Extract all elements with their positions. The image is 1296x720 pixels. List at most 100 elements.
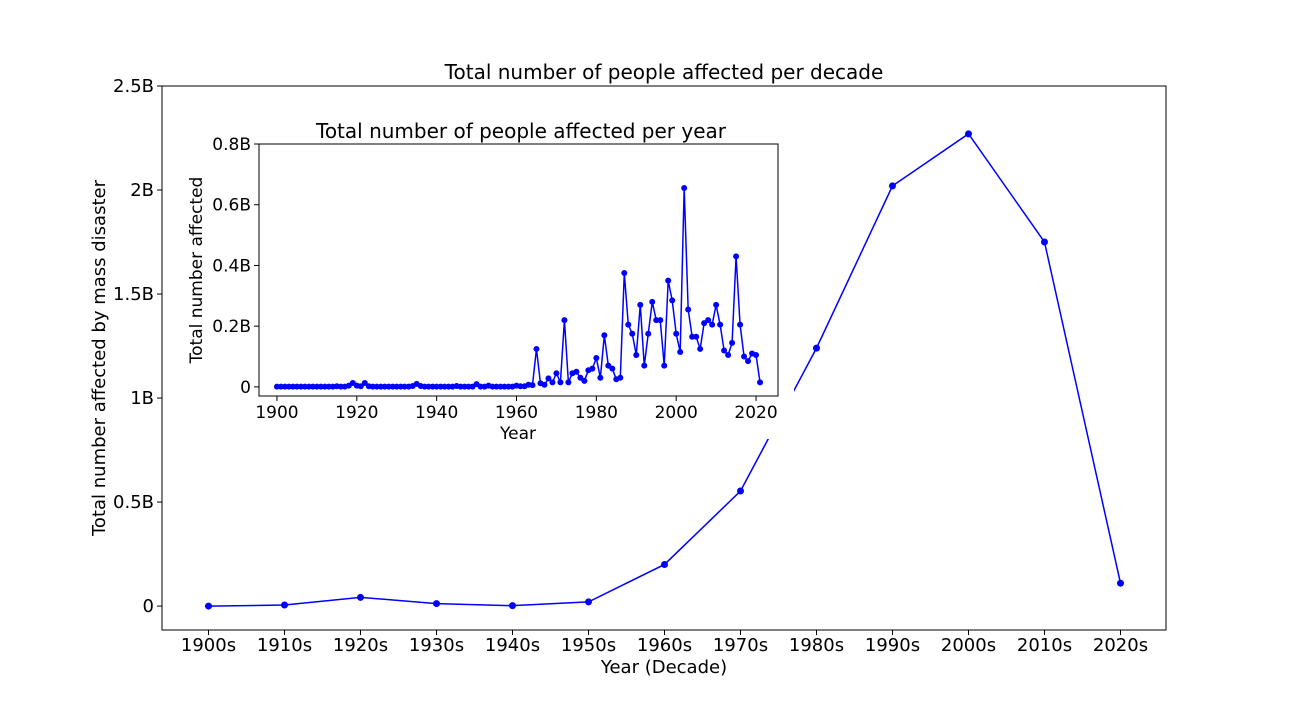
inset-x-ticks: 1900 1920 1940 1960 1980 2000 2020 bbox=[255, 396, 778, 423]
inset-data-point bbox=[529, 382, 536, 389]
inset-data-point bbox=[553, 370, 560, 377]
main-y-tick-label: 1.5B bbox=[113, 284, 154, 305]
main-data-point bbox=[585, 598, 592, 606]
main-chart-title: Total number of people affected per deca… bbox=[444, 60, 884, 84]
main-y-tick-label: 0 bbox=[143, 596, 154, 617]
inset-data-point bbox=[665, 277, 672, 284]
main-x-tick-label: 1960s bbox=[637, 635, 692, 656]
main-data-point bbox=[357, 593, 364, 601]
inset-data-point bbox=[681, 185, 688, 192]
main-data-point bbox=[965, 130, 972, 138]
inset-x-tick-label: 2020 bbox=[734, 403, 777, 423]
main-x-tick-label: 1970s bbox=[713, 635, 768, 656]
inset-data-point bbox=[557, 379, 564, 386]
inset-data-point bbox=[733, 253, 740, 260]
main-data-point bbox=[205, 602, 212, 610]
inset-data-point bbox=[573, 368, 580, 375]
main-x-tick-label: 1990s bbox=[865, 635, 920, 656]
main-data-point bbox=[433, 600, 440, 608]
inset-plot-area bbox=[258, 143, 779, 397]
main-data-point bbox=[281, 601, 288, 609]
inset-data-point bbox=[693, 333, 700, 340]
inset-x-tick-label: 1940 bbox=[415, 403, 458, 423]
inset-data-point bbox=[597, 374, 604, 381]
main-x-tick-label: 1940s bbox=[485, 635, 540, 656]
inset-series-points bbox=[273, 185, 764, 390]
inset-y-ticks: 0 0.2B 0.4B 0.6B 0.8B bbox=[212, 135, 259, 398]
inset-data-point bbox=[561, 317, 568, 324]
inset-data-point bbox=[625, 321, 632, 328]
inset-x-tick-label: 1980 bbox=[575, 403, 618, 423]
inset-data-point bbox=[545, 375, 552, 382]
main-x-tick-label: 2020s bbox=[1093, 635, 1148, 656]
inset-x-tick-label: 2000 bbox=[655, 403, 698, 423]
inset-x-tick-label: 1960 bbox=[495, 403, 538, 423]
main-data-point bbox=[1117, 579, 1124, 587]
inset-data-point bbox=[677, 348, 684, 355]
main-data-point bbox=[813, 344, 820, 352]
main-x-tick-label: 2000s bbox=[941, 635, 996, 656]
main-data-point bbox=[737, 487, 744, 495]
main-x-axis-label: Year (Decade) bbox=[600, 657, 727, 678]
main-x-tick-label: 1980s bbox=[789, 635, 844, 656]
inset-data-point bbox=[709, 321, 716, 328]
inset-data-point bbox=[617, 374, 624, 381]
inset-data-point bbox=[745, 358, 752, 365]
inset-y-tick-label: 0.8B bbox=[212, 135, 251, 155]
inset-data-point bbox=[629, 330, 636, 337]
inset-data-point bbox=[601, 332, 608, 339]
main-x-tick-label: 1900s bbox=[181, 635, 236, 656]
main-x-tick-label: 1920s bbox=[333, 635, 388, 656]
main-x-tick-label: 2010s bbox=[1017, 635, 1072, 656]
main-series-points bbox=[205, 130, 1124, 610]
inset-x-axis-label: Year bbox=[499, 424, 536, 444]
inset-data-point bbox=[757, 379, 764, 386]
inset-data-point bbox=[589, 365, 596, 372]
inset-chart-title: Total number of people affected per year bbox=[315, 119, 727, 143]
main-y-tick-label: 1B bbox=[130, 388, 154, 409]
main-x-ticks: 1900s 1910s 1920s 1930s 1940s 1950s 1960s 1970s… bbox=[181, 630, 1148, 656]
inset-data-point bbox=[641, 362, 648, 369]
inset-data-point bbox=[729, 339, 736, 346]
inset-data-point bbox=[565, 379, 572, 386]
inset-data-point bbox=[361, 379, 368, 386]
inset-data-point bbox=[697, 345, 704, 352]
inset-data-point bbox=[581, 377, 588, 384]
inset-data-point bbox=[705, 317, 712, 324]
inset-data-point bbox=[357, 383, 364, 390]
inset-y-tick-label: 0.2B bbox=[212, 317, 251, 337]
inset-data-point bbox=[621, 270, 628, 277]
inset-data-point bbox=[661, 362, 668, 369]
inset-x-tick-label: 1900 bbox=[255, 403, 298, 423]
inset-x-tick-label: 1920 bbox=[335, 403, 378, 423]
main-y-ticks: 0 0.5B 1B 1.5B 2B 2.5B bbox=[113, 76, 162, 617]
main-y-tick-label: 0.5B bbox=[113, 492, 154, 513]
main-data-point bbox=[661, 560, 668, 568]
inset-data-point bbox=[725, 352, 732, 359]
main-data-point bbox=[889, 182, 896, 190]
inset-data-point bbox=[657, 317, 664, 324]
inset-data-point bbox=[549, 379, 556, 386]
inset-data-point bbox=[609, 365, 616, 372]
inset-data-point bbox=[685, 306, 692, 313]
inset-y-tick-label: 0 bbox=[240, 378, 251, 398]
inset-data-point bbox=[737, 321, 744, 328]
inset-data-point bbox=[721, 347, 728, 354]
inset-data-point bbox=[741, 353, 748, 360]
inset-data-point bbox=[717, 321, 724, 328]
main-data-point bbox=[1041, 238, 1048, 246]
main-y-tick-label: 2.5B bbox=[113, 76, 154, 97]
main-x-tick-label: 1950s bbox=[561, 635, 616, 656]
inset-data-point bbox=[633, 352, 640, 359]
inset-y-tick-label: 0.4B bbox=[212, 256, 251, 276]
inset-data-point bbox=[533, 345, 540, 352]
inset-data-point bbox=[669, 297, 676, 304]
inset-chart: Total number of people affected per year… bbox=[187, 109, 794, 444]
main-data-point bbox=[509, 602, 516, 610]
inset-data-point bbox=[541, 381, 548, 388]
main-y-tick-label: 2B bbox=[130, 180, 154, 201]
inset-data-point bbox=[673, 330, 680, 337]
inset-data-point bbox=[645, 330, 652, 337]
main-y-axis-label: Total number affected by mass disaster bbox=[89, 179, 110, 537]
